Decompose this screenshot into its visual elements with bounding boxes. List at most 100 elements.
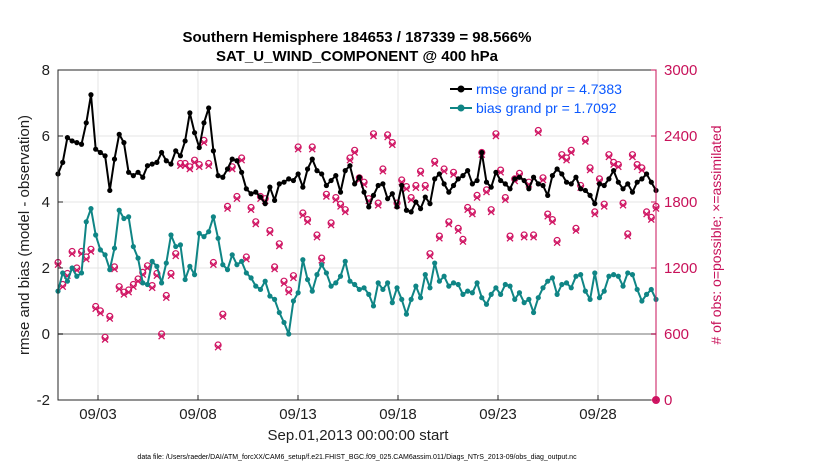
rmse-point [97,149,103,156]
y-right-tick-label: 0 [664,392,672,409]
bias-point [102,252,108,258]
obs-assimilated-marker [426,252,434,260]
rmse-point [314,168,320,174]
bias-point [629,272,636,278]
rmse-point [154,159,160,165]
obs-assimilated-marker [299,211,307,219]
rmse-point [319,171,325,177]
obs-assimilated-marker [459,238,467,246]
bias-point [441,273,447,279]
y-left-tick-label: 2 [42,260,50,277]
obs-assimilated-marker [412,184,420,192]
bias-point [314,272,320,278]
rmse-point [74,140,80,146]
rmse-point [582,187,588,194]
obs-assimilated-marker [158,332,166,340]
rmse-point [126,169,132,175]
obs-assimilated-marker [280,279,288,287]
obs-assimilated-marker [125,288,133,296]
bias-point [417,295,424,301]
obs-assimilated-marker [506,234,514,242]
rmse-point [78,141,85,147]
rmse-point [403,207,410,213]
obs-assimilated-marker [120,290,128,298]
bias-point [549,275,556,281]
bias-point [224,267,231,273]
rmse-point [545,192,551,198]
bias-point [257,286,264,293]
obs-assimilated-marker [501,196,509,204]
rmse-point [130,173,136,179]
rmse-point [530,174,537,180]
rmse-point [620,186,626,192]
rmse-point [116,131,122,137]
bias-point [394,285,400,291]
obs-assimilated-marker [134,277,142,285]
rmse-point [191,130,198,136]
rmse-point [328,177,334,184]
obs-assimilated-marker [322,193,330,200]
obs-assimilated-marker [530,233,538,241]
obs-assimilated-marker [614,163,622,171]
bias-point [521,300,527,306]
rmse-point [417,206,424,212]
obs-assimilated-marker [167,272,175,280]
obs-assimilated-marker [567,149,575,156]
rmse-point [446,189,452,195]
obs-assimilated-marker [483,188,490,196]
bias-point [587,296,593,302]
rmse-point [432,176,438,182]
bias-point [488,291,494,297]
rmse-point [516,174,523,180]
rmse-point [399,182,405,189]
rmse-point [140,174,146,180]
bias-point [135,255,141,261]
rmse-point [441,181,447,187]
obs-assimilated-marker [219,312,227,320]
bias-point [229,252,235,258]
bias-point [545,278,551,284]
obs-assimilated-marker [238,156,246,164]
bias-point [592,270,598,276]
obs-assimilated-marker [417,169,425,177]
rmse-point [243,186,249,192]
bias-point [290,298,297,304]
rmse-point [474,177,480,184]
y-left-tick-label: 8 [42,62,50,79]
obs-assimilated-marker [275,242,283,250]
bias-point [498,291,504,297]
obs-assimilated-marker [346,156,354,164]
bias-point [389,300,395,306]
bias-point [352,281,358,288]
bias-point [304,276,311,283]
rmse-point [271,197,278,203]
bias-point [158,280,165,286]
obs-assimilated-marker [497,168,505,176]
bias-point [342,258,348,264]
bias-point [413,283,419,289]
obs-assimilated-marker [271,265,279,273]
obs-assimilated-marker [68,250,76,258]
obs-assimilated-marker [289,274,297,282]
bias-point [248,275,254,281]
obs-assimilated-marker [308,145,316,153]
obs-assimilated-marker [468,210,476,218]
bias-point [234,262,240,268]
rmse-point [102,153,108,159]
rmse-point [469,181,475,187]
rmse-point [177,153,184,159]
y-right-axis-label: # of obs: o=possible; ×=assimilated [708,125,724,344]
rmse-point [173,148,179,154]
bias-point [323,270,329,276]
rmse-point [347,163,353,169]
bias-point [168,232,174,238]
bias-point [380,286,386,293]
rmse-point [107,187,113,194]
bias-point [149,258,155,264]
obs-assimilated-marker [421,184,429,192]
rmse-point [93,146,99,152]
rmse-point [370,192,377,198]
rmse-point [366,204,372,210]
obs-assimilated-marker [445,220,453,228]
